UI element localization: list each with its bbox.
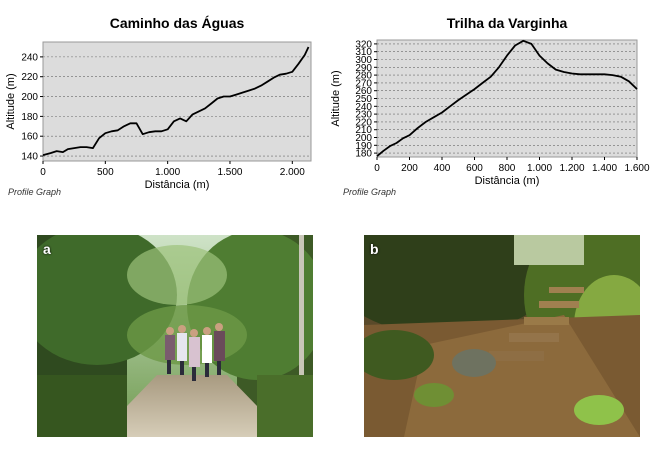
y-tick-label: 190 [355, 141, 372, 152]
y-tick-label: 250 [355, 94, 372, 105]
x-tick-label: 1.000 [527, 163, 552, 174]
y-tick-label: 210 [355, 125, 372, 136]
photo-b-label: b [370, 241, 379, 257]
y-tick-label: 260 [355, 86, 372, 97]
y-tick-label: 200 [21, 92, 38, 103]
wooden-steps [489, 287, 584, 361]
chart-caminho-das-aguas: Caminho das Águas 140 160 180 200 220 240 0 500 1… [0, 0, 325, 210]
x-tick-label: 600 [466, 163, 483, 174]
chart-trilha-da-varginha: Trilha da Varginha 180 190 200 210 220 230 240 2… [325, 0, 650, 210]
chart-1-footer: Profile Graph [8, 187, 62, 197]
photo-a-label: a [43, 241, 51, 257]
y-tick-label: 140 [21, 152, 38, 163]
y-tick-label: 160 [21, 132, 38, 143]
photo-a-image [37, 235, 313, 437]
y-tick-label: 200 [355, 133, 372, 144]
y-axis-label: Altitude (m) [330, 70, 342, 126]
x-tick-label: 0 [40, 167, 46, 178]
y-tick-label: 320 [355, 39, 372, 50]
backpack [452, 349, 496, 377]
chart-1-svg: Caminho das Águas 140 160 180 200 220 240 0 500 1… [5, 15, 312, 191]
x-tick-label: 800 [499, 163, 516, 174]
photo-a-trail-hikers: a [37, 235, 313, 437]
x-tick-label: 1.200 [559, 163, 584, 174]
y-tick-label: 240 [355, 102, 372, 113]
y-tick-label: 180 [355, 149, 372, 160]
x-tick-label: 1.400 [592, 163, 617, 174]
x-axis-label: Distância (m) [475, 175, 540, 187]
chart-title: Caminho das Águas [110, 15, 245, 31]
hikers-group [165, 323, 225, 381]
y-tick-label: 300 [355, 55, 372, 66]
y-tick-label: 240 [21, 52, 38, 63]
plot-area [42, 41, 312, 162]
photo-b-image [364, 235, 640, 437]
photo-b-trail-steps: b [364, 235, 640, 437]
profile-line [376, 39, 638, 157]
y-tick-label: 180 [21, 112, 38, 123]
y-tick-label: 310 [355, 47, 372, 58]
y-tick-label: 230 [355, 110, 372, 121]
y-tick-label: 220 [355, 117, 372, 128]
y-tick-label: 220 [21, 72, 38, 83]
x-tick-label: 0 [374, 163, 380, 174]
x-tick-label: 200 [401, 163, 418, 174]
y-tick-label: 270 [355, 78, 372, 89]
chart-2-footer: Profile Graph [343, 187, 397, 197]
x-tick-label: 2.000 [280, 167, 305, 178]
x-tick-label: 400 [434, 163, 451, 174]
x-axis-label: Distância (m) [145, 179, 210, 191]
y-tick-label: 290 [355, 63, 372, 74]
y-axis-label: Altitude (m) [5, 73, 17, 129]
profile-line [42, 46, 310, 156]
chart-title: Trilha da Varginha [447, 15, 568, 31]
x-tick-label: 1.600 [624, 163, 649, 174]
y-tick-label: 280 [355, 71, 372, 82]
x-tick-label: 1.000 [155, 167, 180, 178]
x-tick-label: 500 [97, 167, 114, 178]
chart-2-svg: Trilha da Varginha1801902002102202302402… [330, 15, 650, 187]
x-tick-label: 1.500 [217, 167, 242, 178]
